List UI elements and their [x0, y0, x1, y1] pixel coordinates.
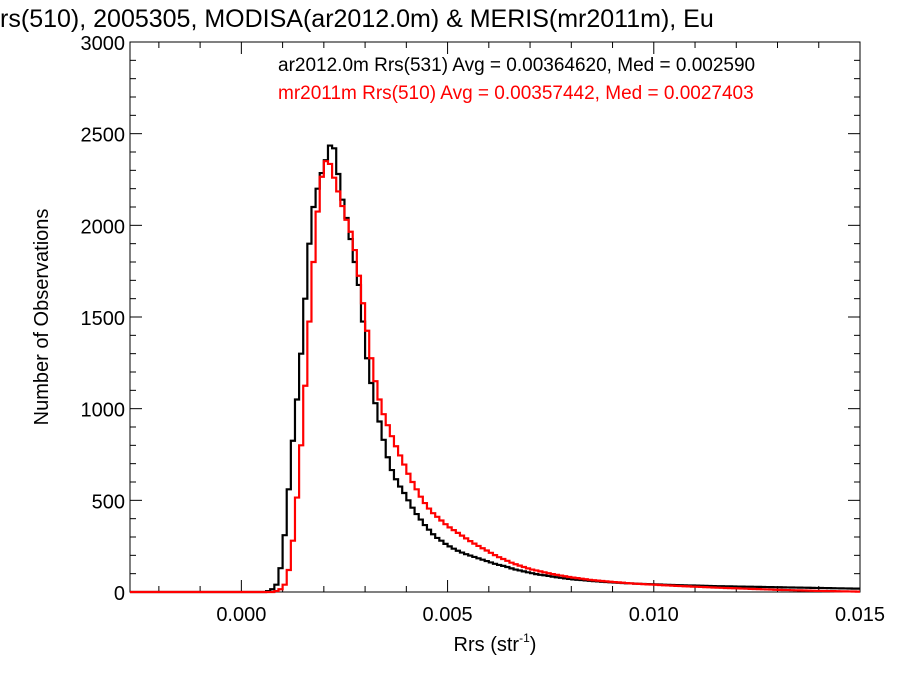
x-tick-label: 0.015: [835, 604, 885, 626]
x-axis-ticks: 0.000 0.005 0.010 0.015: [158, 42, 885, 626]
y-tick-label: 2500: [81, 125, 126, 147]
data-series: [130, 144, 860, 594]
y-tick-label: 1500: [81, 308, 126, 330]
series-line-1: [130, 160, 860, 594]
legend-entry-modisa: ar2012.0m Rrs(531) Avg = 0.00364620, Med…: [278, 55, 755, 76]
y-tick-label: 2000: [81, 216, 126, 238]
x-tick-label: 0.000: [216, 604, 266, 626]
x-axis-label-close: ): [530, 634, 537, 656]
series-line-0: [130, 144, 860, 594]
chart-title: Rrs(510), 2005305, MODISA(ar2012.0m) & M…: [0, 5, 714, 33]
y-axis-ticks: 0 500 1000 1500 2000 2500 3000: [81, 33, 860, 605]
y-tick-label: 500: [92, 491, 125, 513]
y-tick-label: 1000: [81, 400, 126, 422]
y-axis-label: Number of Observations: [31, 209, 53, 426]
legend-entry-meris: mr2011m Rrs(510) Avg = 0.00357442, Med =…: [278, 83, 754, 104]
x-axis-label-sup: -1: [519, 631, 530, 645]
y-tick-label: 0: [114, 583, 125, 605]
plot-frame: [129, 41, 861, 593]
x-tick-label: 0.010: [629, 604, 679, 626]
y-tick-label: 3000: [81, 33, 126, 55]
x-tick-label: 0.005: [423, 604, 473, 626]
x-axis-label-text: Rrs (str: [454, 634, 520, 656]
x-axis-label: Rrs (str-1): [454, 631, 537, 656]
